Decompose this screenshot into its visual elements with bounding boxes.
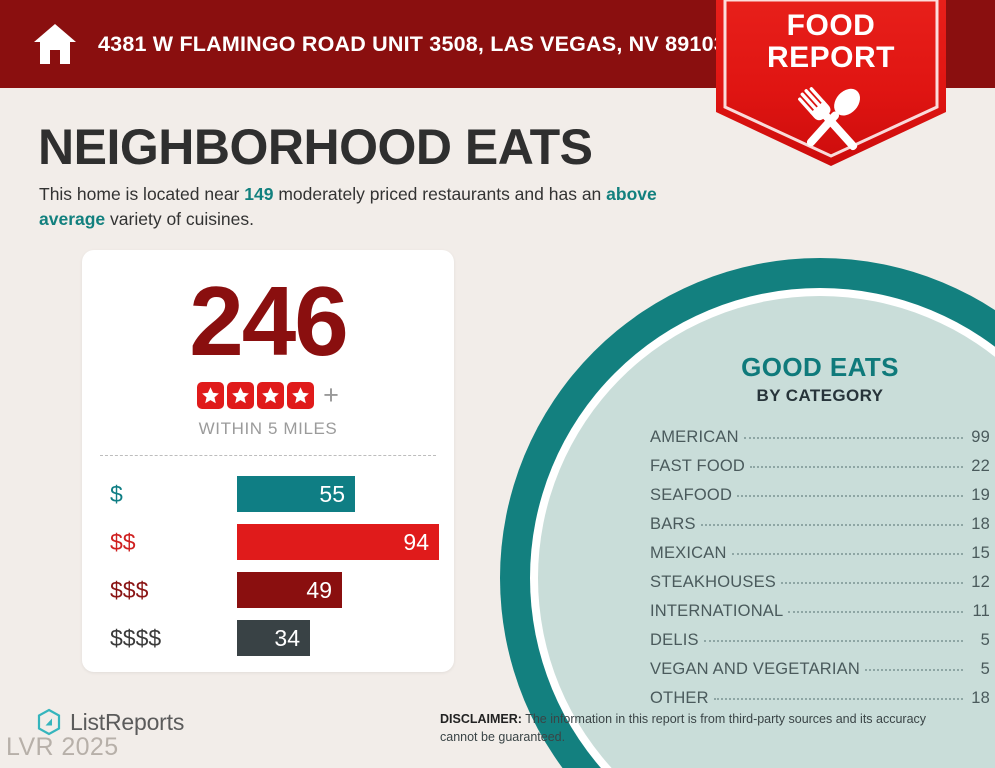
- category-count: 18: [971, 689, 990, 707]
- page-title: NEIGHBORHOOD EATS: [38, 119, 593, 175]
- subtitle-restaurant-count: 149: [244, 184, 274, 204]
- leader-dots: [788, 611, 963, 613]
- star-icon: [287, 382, 315, 409]
- category-count: 5: [980, 631, 990, 649]
- category-name: MEXICAN: [650, 544, 727, 562]
- total-restaurants-count: 246: [189, 266, 349, 376]
- category-name: FAST FOOD: [650, 457, 746, 475]
- star-rating: +: [82, 382, 454, 409]
- category-name: OTHER: [650, 689, 709, 707]
- disclaimer: DISCLAIMER: The information in this repo…: [440, 710, 960, 746]
- badge-shield-shape: [716, 0, 946, 166]
- category-count: 11: [972, 602, 990, 620]
- price-tier-row: $$$$ 34: [82, 618, 454, 658]
- category-count: 15: [971, 544, 990, 562]
- leader-dots: [750, 466, 963, 468]
- price-tier-value: 94: [403, 528, 429, 555]
- listreports-hexagon-icon: [37, 708, 61, 736]
- price-tier-value: 34: [274, 624, 300, 651]
- price-tier-row: $55: [82, 474, 454, 514]
- leader-dots: [780, 582, 963, 584]
- leader-dots: [731, 553, 963, 555]
- price-tier-track: 55: [237, 476, 454, 512]
- category-name: SEAFOOD: [650, 486, 733, 504]
- list-item: MEXICAN 15: [650, 544, 990, 563]
- card-divider: [100, 455, 436, 456]
- price-tier-bar: 34: [237, 620, 310, 656]
- price-tier-label: $$: [110, 528, 136, 555]
- price-tier-value: 49: [306, 576, 332, 603]
- category-name: BARS: [650, 515, 696, 533]
- category-count: 22: [971, 457, 990, 475]
- price-tier-bar-chart: $55 $$ 94 $$$ 49 $$$$ 34: [82, 474, 454, 658]
- leader-dots: [743, 437, 963, 439]
- subtitle-part-1: This home is located near: [39, 184, 245, 204]
- category-name: INTERNATIONAL: [650, 602, 784, 620]
- subtitle: This home is located near 149 moderately…: [39, 182, 699, 232]
- star-icon: [257, 382, 285, 409]
- category-name: AMERICAN: [650, 428, 739, 446]
- category-name: DELIS: [650, 631, 699, 649]
- category-list: AMERICAN 99 FAST FOOD 22 SEAFOOD 19 BARS 18 MEXI…: [650, 428, 990, 708]
- list-item: OTHER 18: [650, 689, 990, 708]
- list-item: VEGAN AND VEGETARIAN 5: [650, 660, 990, 679]
- disclaimer-text: The information in this report is from t…: [440, 712, 927, 745]
- home-icon: [34, 24, 76, 64]
- disclaimer-label: DISCLAIMER:: [440, 712, 522, 726]
- category-count: 99: [971, 428, 990, 446]
- list-item: SEAFOOD 19: [650, 486, 990, 505]
- price-tier-track: 49: [237, 572, 454, 608]
- plus-icon: +: [323, 380, 339, 410]
- listreports-logo-text: ListReports: [70, 708, 185, 735]
- good-eats-panel: GOOD EATS BY CATEGORY AMERICAN 99 FAST FOO…: [650, 352, 990, 718]
- star-icon: [227, 382, 255, 409]
- good-eats-subtitle: BY CATEGORY: [756, 386, 884, 405]
- leader-dots: [700, 524, 963, 526]
- price-tier-label: $$$: [110, 576, 149, 603]
- price-tier-bar: 94: [237, 524, 439, 560]
- leader-dots: [703, 640, 963, 642]
- list-item: BARS 18: [650, 515, 990, 534]
- restaurant-stat-card: 246 + WITHIN 5 MILES $55 $$ 94 $$$ 49 $$$$ 34: [82, 250, 454, 672]
- watermark: LVR 2025: [6, 733, 119, 761]
- list-item: FAST FOOD 22: [650, 457, 990, 476]
- price-tier-bar: 49: [237, 572, 342, 608]
- subtitle-variety-rating: above average: [39, 184, 657, 229]
- teal-circle-graphic: [500, 258, 995, 768]
- radius-caption: WITHIN 5 MILES: [198, 419, 338, 438]
- listreports-logo[interactable]: ListReports: [36, 708, 184, 736]
- category-count: 19: [971, 486, 990, 504]
- list-item: STEAKHOUSES 12: [650, 573, 990, 592]
- price-tier-row: $$$ 49: [82, 570, 454, 610]
- star-icon: [197, 382, 225, 409]
- property-address: 4381 W FLAMINGO ROAD UNIT 3508, LAS VEGA…: [98, 31, 726, 56]
- category-name: VEGAN AND VEGETARIAN: [650, 660, 860, 678]
- price-tier-label: $$$$: [110, 624, 162, 651]
- leader-dots: [713, 698, 963, 700]
- category-count: 12: [971, 573, 990, 591]
- price-tier-track: 94: [237, 524, 454, 560]
- list-item: INTERNATIONAL 11: [650, 602, 990, 621]
- good-eats-title: GOOD EATS: [741, 352, 899, 382]
- category-count: 5: [980, 660, 990, 678]
- price-tier-track: 34: [237, 620, 454, 656]
- list-item: DELIS 5: [650, 631, 990, 650]
- food-report-badge: FOOD REPORT: [716, 0, 946, 166]
- price-tier-label: $: [110, 480, 123, 507]
- category-name: STEAKHOUSES: [650, 573, 776, 591]
- subtitle-part-3: variety of cuisines.: [105, 208, 254, 229]
- spoon-fork-icon: [798, 87, 861, 151]
- price-tier-row: $$ 94: [82, 522, 454, 562]
- leader-dots: [737, 495, 963, 497]
- price-tier-value: 55: [319, 480, 345, 507]
- category-count: 18: [971, 515, 990, 533]
- subtitle-part-2: moderately priced restaurants and has an: [273, 184, 607, 204]
- leader-dots: [865, 669, 963, 671]
- price-tier-bar: 55: [237, 476, 355, 512]
- list-item: AMERICAN 99: [650, 428, 990, 447]
